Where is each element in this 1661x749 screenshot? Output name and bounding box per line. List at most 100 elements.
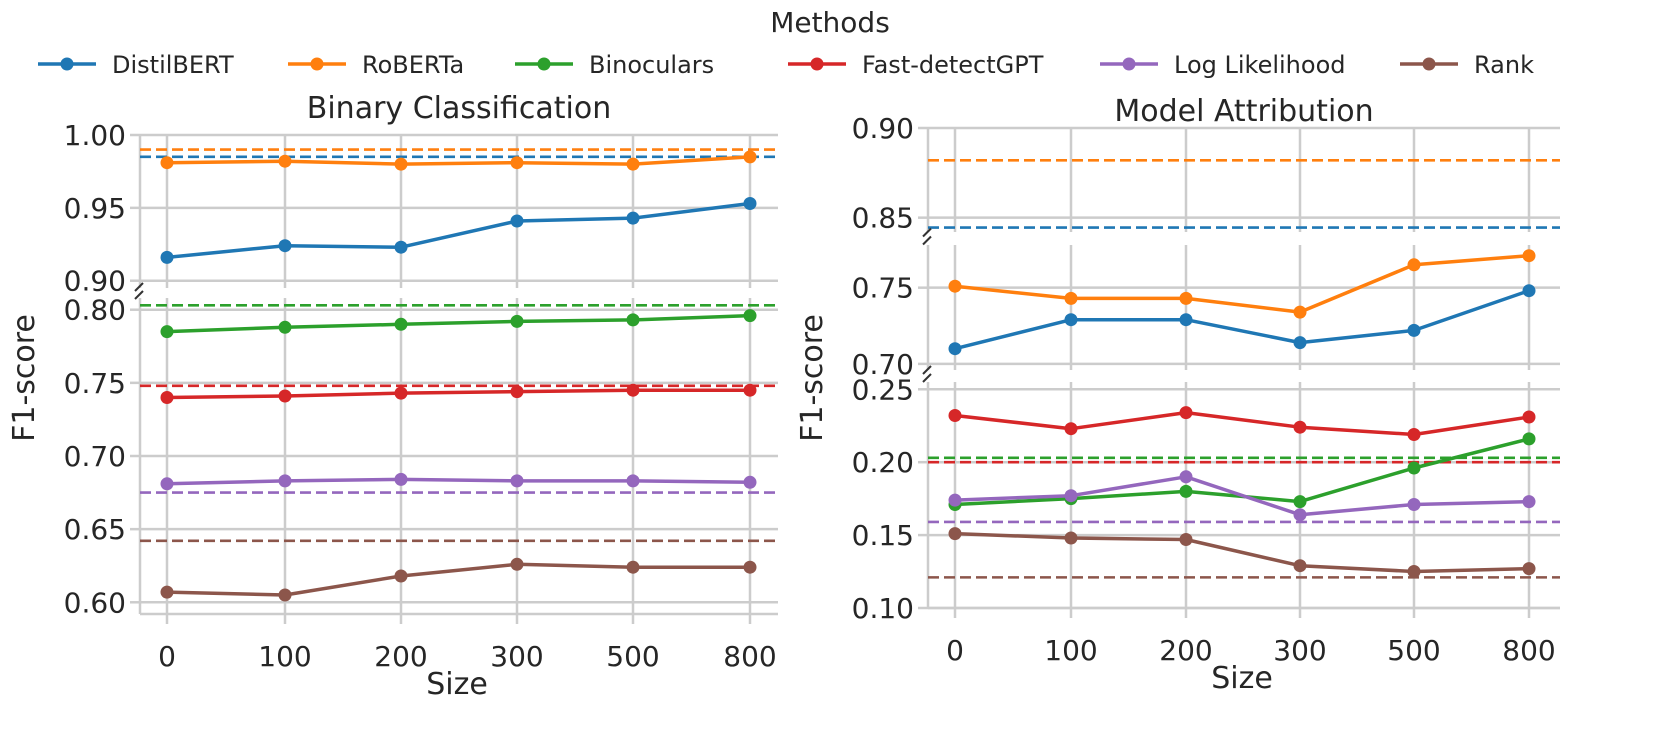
axis-break-mark bbox=[922, 227, 932, 246]
point-log-likelihood-100 bbox=[1064, 489, 1078, 503]
legend: DistilBERT RoBERTa Binoculars Fast-detectGP… bbox=[38, 51, 1534, 79]
x-axis-label: Size bbox=[1211, 661, 1273, 696]
point-distilbert-800 bbox=[1522, 284, 1536, 298]
point-roberta-200 bbox=[394, 157, 408, 171]
series-line-log-likelihood bbox=[954, 475, 1530, 517]
series-line-rank bbox=[954, 531, 1530, 574]
point-log-likelihood-200 bbox=[1179, 470, 1193, 484]
point-fast-detectgpt-200 bbox=[394, 386, 408, 400]
legend-entry-binoculars: Binoculars bbox=[515, 51, 714, 79]
y-tick-label: 0.80 bbox=[64, 294, 126, 327]
point-distilbert-200 bbox=[1179, 313, 1193, 327]
point-fast-detectgpt-100 bbox=[278, 389, 292, 403]
series-line-binoculars bbox=[166, 313, 751, 334]
y-tick-label: 1.00 bbox=[64, 119, 126, 152]
x-tick-label: 200 bbox=[374, 640, 427, 673]
point-binoculars-0 bbox=[160, 325, 174, 339]
point-log-likelihood-800 bbox=[1522, 495, 1536, 509]
point-binoculars-800 bbox=[1522, 432, 1536, 446]
point-binoculars-200 bbox=[394, 317, 408, 331]
point-rank-500 bbox=[626, 560, 640, 574]
legend-title: Methods bbox=[770, 6, 890, 39]
y-axis-label: F1-score bbox=[795, 314, 830, 442]
point-rank-500 bbox=[1407, 565, 1421, 578]
point-rank-200 bbox=[1179, 533, 1193, 546]
point-fast-detectgpt-0 bbox=[160, 391, 174, 404]
series-line-roberta bbox=[166, 155, 751, 166]
point-binoculars-500 bbox=[626, 313, 640, 327]
y-tick-label: 0.95 bbox=[64, 192, 126, 225]
panel-2: 0.60 0.65 0.70 0.75 0.80 bbox=[64, 294, 778, 619]
point-rank-100 bbox=[1064, 531, 1078, 545]
point-distilbert-500 bbox=[1407, 323, 1421, 337]
y-tick-label: 0.75 bbox=[64, 367, 126, 400]
x-tick-label: 800 bbox=[723, 640, 776, 673]
point-log-likelihood-100 bbox=[278, 474, 292, 488]
x-axis-label: Size bbox=[426, 667, 488, 702]
x-tick-label: 0 bbox=[158, 640, 176, 673]
point-log-likelihood-0 bbox=[948, 493, 962, 507]
legend-label-distilbert: DistilBERT bbox=[112, 51, 234, 79]
point-binoculars-200 bbox=[1179, 484, 1193, 498]
x-tick-label: 300 bbox=[1273, 634, 1326, 667]
legend-label-rank: Rank bbox=[1474, 51, 1534, 79]
legend-marker-log-likelihood bbox=[1122, 57, 1136, 71]
legend-marker-distilbert bbox=[60, 57, 74, 71]
point-rank-100 bbox=[278, 588, 292, 602]
point-binoculars-300 bbox=[510, 314, 524, 328]
legend-label-fast-detectgpt: Fast-detectGPT bbox=[862, 51, 1044, 79]
y-tick-label: 0.15 bbox=[852, 519, 914, 552]
y-tick-label: 0.85 bbox=[852, 202, 914, 235]
point-rank-0 bbox=[160, 585, 174, 599]
legend-label-log-likelihood: Log Likelihood bbox=[1174, 51, 1346, 79]
point-roberta-800 bbox=[743, 150, 757, 164]
point-roberta-100 bbox=[1064, 291, 1078, 305]
point-fast-detectgpt-300 bbox=[510, 385, 524, 399]
point-distilbert-500 bbox=[626, 211, 640, 225]
point-roberta-100 bbox=[278, 154, 292, 168]
point-roberta-800 bbox=[1522, 249, 1536, 263]
point-log-likelihood-0 bbox=[160, 477, 174, 491]
point-distilbert-100 bbox=[278, 239, 292, 253]
point-distilbert-300 bbox=[1293, 336, 1307, 350]
panel-1: 0.90 0.95 1.00 bbox=[64, 119, 778, 298]
point-roberta-200 bbox=[1179, 291, 1193, 305]
x-tick-label: 200 bbox=[1159, 634, 1212, 667]
point-fast-detectgpt-100 bbox=[1064, 422, 1078, 436]
point-log-likelihood-500 bbox=[1407, 498, 1421, 511]
point-binoculars-100 bbox=[278, 320, 292, 334]
point-fast-detectgpt-0 bbox=[948, 409, 962, 422]
axis-break-mark bbox=[922, 365, 932, 383]
point-roberta-500 bbox=[1407, 258, 1421, 272]
point-rank-800 bbox=[1522, 562, 1536, 576]
point-fast-detectgpt-800 bbox=[1522, 410, 1536, 424]
point-distilbert-200 bbox=[394, 240, 408, 254]
panel-3: 0.10 0.15 0.20 0.25 bbox=[852, 373, 1560, 625]
point-log-likelihood-300 bbox=[1293, 508, 1307, 522]
point-rank-800 bbox=[743, 560, 757, 574]
point-fast-detectgpt-500 bbox=[626, 383, 640, 397]
x-tick-label: 300 bbox=[490, 640, 543, 673]
point-log-likelihood-500 bbox=[626, 474, 640, 488]
series-line-rank bbox=[166, 562, 750, 597]
panel-2: 0.70 0.75 bbox=[852, 245, 1560, 381]
x-tick-label: 100 bbox=[1044, 634, 1097, 667]
point-distilbert-800 bbox=[743, 197, 757, 210]
legend-marker-fast-detectgpt bbox=[810, 57, 824, 71]
x-tick-label: 500 bbox=[1387, 634, 1440, 667]
point-rank-300 bbox=[510, 557, 524, 571]
point-fast-detectgpt-200 bbox=[1179, 406, 1193, 420]
y-tick-label: 0.90 bbox=[852, 112, 914, 145]
y-tick-label: 0.90 bbox=[64, 265, 126, 298]
point-rank-300 bbox=[1293, 559, 1307, 573]
series-line-roberta bbox=[954, 253, 1530, 314]
point-rank-0 bbox=[948, 527, 962, 541]
y-tick-label: 0.70 bbox=[64, 440, 126, 473]
y-tick-label: 0.10 bbox=[852, 592, 914, 625]
y-tick-label: 0.25 bbox=[852, 373, 914, 406]
series-line-fast-detectgpt bbox=[166, 388, 750, 400]
point-roberta-300 bbox=[1293, 305, 1307, 319]
legend-marker-binoculars bbox=[537, 57, 551, 71]
legend-entry-roberta: RoBERTa bbox=[288, 51, 464, 79]
